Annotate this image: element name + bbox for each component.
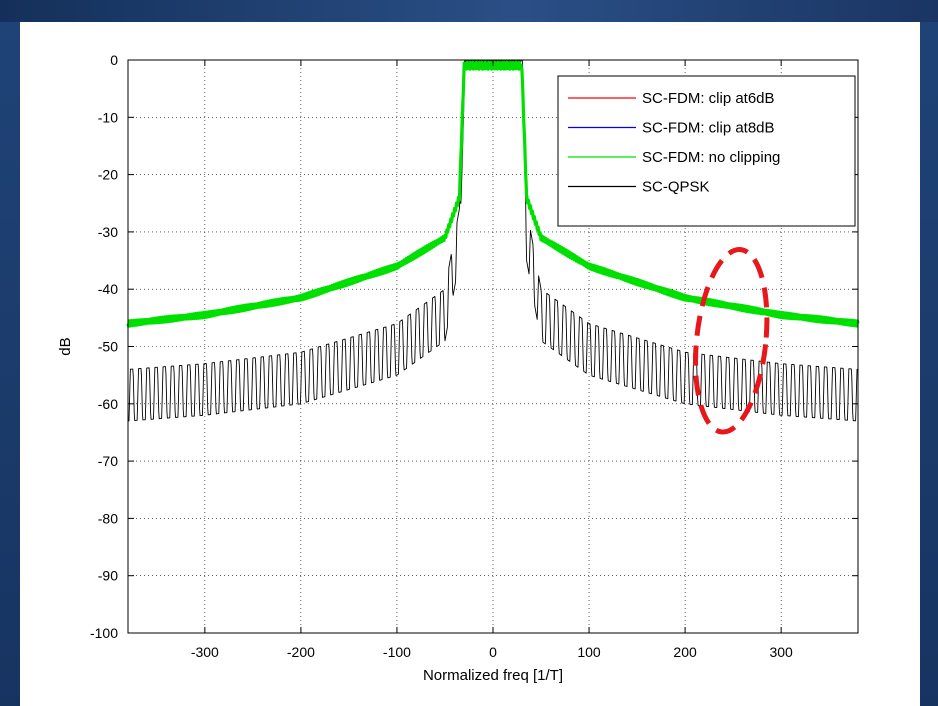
annotation-layer (693, 247, 770, 435)
y-tick-label: -70 (98, 453, 118, 469)
legend-entry: SC-FDM: no clipping (568, 149, 780, 166)
legend-label: SC-FDM: clip at6dB (642, 90, 775, 107)
legend-entry: SC-FDM: clip at6dB (568, 90, 775, 107)
x-tick-label: -300 (191, 644, 219, 660)
y-tick-label: -60 (98, 396, 118, 412)
x-tick-label: -100 (383, 644, 411, 660)
y-tick-label: -50 (98, 339, 118, 355)
legend-box (557, 75, 856, 227)
y-tick-label: -80 (98, 510, 118, 526)
y-tick-label: -100 (90, 625, 118, 641)
legend: SC-FDM: clip at6dB SC-FDM: clip at8dB SC-F… (557, 75, 856, 227)
y-axis-label: dB (57, 337, 74, 355)
y-tick-label: -10 (98, 109, 118, 125)
x-tick-label: 0 (489, 644, 497, 660)
tick-layer: -300 -200 -100 0 100 200 300 0 -10 -20 -30 -40 -50 -6… (90, 52, 858, 660)
x-tick-label: 200 (673, 644, 697, 660)
spectrum-chart: -300 -200 -100 0 100 200 300 0 -10 -20 -30 -40 -50 -6… (57, 52, 860, 684)
legend-entries: SC-FDM: clip at6dB SC-FDM: clip at8dB SC-F… (568, 90, 780, 196)
y-tick-label: -30 (98, 224, 118, 240)
legend-entry: SC-QPSK (568, 179, 710, 196)
y-tick-label: -20 (98, 167, 118, 183)
highlight-ellipse (693, 247, 770, 435)
x-axis-label: Normalized freq [1/T] (423, 667, 563, 684)
slide-right-band (920, 22, 938, 706)
figure-window: -300 -200 -100 0 100 200 300 0 -10 -20 -30 -40 -50 -6… (20, 22, 920, 706)
y-tick-label: -40 (98, 281, 118, 297)
x-tick-label: -200 (287, 644, 315, 660)
slide-top-band (0, 0, 938, 22)
legend-entry: SC-FDM: clip at8dB (568, 120, 775, 137)
legend-label: SC-QPSK (642, 179, 710, 196)
slide-left-band (0, 22, 20, 706)
y-tick-label: 0 (110, 52, 118, 68)
legend-label: SC-FDM: no clipping (642, 149, 780, 166)
x-tick-label: 100 (577, 644, 601, 660)
y-tick-label: -90 (98, 568, 118, 584)
x-tick-label: 300 (769, 644, 793, 660)
legend-label: SC-FDM: clip at8dB (642, 120, 775, 137)
